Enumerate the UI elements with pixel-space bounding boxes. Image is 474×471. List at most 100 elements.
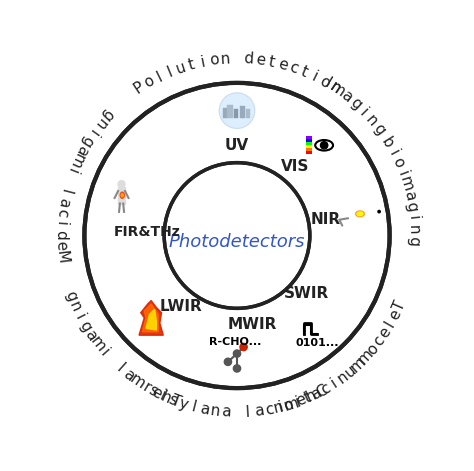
- Text: n: n: [327, 79, 343, 97]
- Text: m: m: [355, 346, 376, 367]
- Circle shape: [84, 83, 390, 388]
- Polygon shape: [143, 304, 158, 332]
- Text: l: l: [383, 318, 398, 330]
- Text: e: e: [294, 391, 309, 409]
- Text: e: e: [376, 325, 393, 341]
- Text: i: i: [328, 376, 340, 390]
- Text: n: n: [220, 51, 231, 67]
- Text: i: i: [157, 388, 168, 404]
- Ellipse shape: [121, 194, 123, 197]
- Bar: [228, 105, 233, 118]
- Text: R-CHO...: R-CHO...: [209, 337, 262, 347]
- Circle shape: [378, 211, 380, 213]
- Text: n: n: [334, 368, 351, 386]
- Text: m: m: [327, 80, 348, 100]
- Text: FIR&THz: FIR&THz: [113, 225, 180, 239]
- Ellipse shape: [357, 212, 363, 216]
- Circle shape: [219, 93, 255, 128]
- Text: t: t: [267, 54, 276, 70]
- Text: UV: UV: [225, 138, 249, 153]
- Text: n: n: [91, 115, 109, 132]
- Text: e: e: [254, 52, 265, 68]
- Bar: [306, 145, 312, 148]
- Ellipse shape: [120, 192, 124, 198]
- Circle shape: [164, 162, 310, 309]
- Text: c: c: [54, 208, 70, 218]
- Text: a: a: [198, 401, 210, 418]
- Text: m: m: [127, 371, 147, 392]
- Text: m: m: [87, 333, 108, 355]
- Text: g: g: [406, 236, 421, 246]
- Bar: [223, 108, 227, 118]
- Text: C: C: [313, 382, 329, 400]
- Text: a: a: [253, 403, 264, 419]
- Text: t: t: [301, 390, 313, 406]
- Text: l: l: [190, 399, 198, 415]
- Circle shape: [118, 181, 125, 187]
- Text: l: l: [246, 405, 251, 420]
- Text: i: i: [310, 69, 320, 84]
- Text: e: e: [53, 241, 68, 251]
- Polygon shape: [139, 300, 164, 335]
- Text: l: l: [113, 361, 127, 375]
- Text: MWIR: MWIR: [228, 317, 277, 332]
- Text: g: g: [76, 318, 94, 334]
- Text: i: i: [385, 147, 401, 158]
- Text: o: o: [390, 155, 407, 170]
- Ellipse shape: [315, 140, 333, 151]
- Text: i: i: [293, 394, 302, 409]
- Text: NIR: NIR: [311, 212, 341, 227]
- Text: g: g: [78, 133, 96, 149]
- Circle shape: [374, 201, 382, 209]
- Text: o: o: [209, 52, 219, 68]
- Text: LWIR: LWIR: [160, 299, 203, 314]
- Text: i: i: [357, 105, 371, 119]
- Text: m: m: [67, 151, 87, 171]
- Text: d: d: [53, 230, 68, 240]
- Text: I: I: [322, 76, 333, 91]
- Text: c: c: [287, 59, 300, 76]
- Text: m: m: [282, 395, 301, 414]
- Text: n: n: [406, 224, 421, 235]
- Bar: [306, 142, 312, 145]
- Text: n: n: [272, 399, 284, 416]
- Text: e: e: [276, 56, 289, 73]
- Text: o: o: [281, 397, 294, 414]
- Text: i: i: [65, 166, 80, 175]
- Bar: [234, 109, 238, 118]
- Bar: [306, 148, 312, 151]
- Text: m: m: [397, 175, 416, 194]
- Text: t: t: [187, 57, 196, 73]
- Text: g: g: [403, 201, 419, 212]
- Circle shape: [366, 204, 383, 220]
- Text: a: a: [55, 196, 72, 208]
- Text: g: g: [99, 106, 116, 124]
- Text: e: e: [148, 384, 164, 402]
- Text: i: i: [72, 311, 87, 322]
- Circle shape: [320, 142, 328, 149]
- Text: o: o: [317, 73, 333, 91]
- Text: s: s: [166, 392, 179, 409]
- Text: a: a: [73, 143, 91, 158]
- Text: n: n: [363, 112, 380, 129]
- Text: l: l: [58, 187, 73, 195]
- Text: i: i: [395, 169, 410, 178]
- Text: 0101...: 0101...: [295, 338, 339, 348]
- Text: M: M: [53, 249, 70, 264]
- Text: a: a: [338, 88, 355, 106]
- Text: m: m: [348, 354, 369, 375]
- Bar: [306, 137, 312, 139]
- Ellipse shape: [356, 211, 365, 217]
- Ellipse shape: [348, 206, 372, 221]
- Text: g: g: [346, 95, 364, 113]
- Bar: [306, 139, 312, 142]
- Text: u: u: [342, 362, 359, 380]
- Text: b: b: [378, 134, 396, 151]
- Text: l: l: [165, 64, 174, 80]
- Text: r: r: [140, 379, 153, 396]
- Text: h: h: [158, 389, 173, 406]
- Text: Photodetectors: Photodetectors: [169, 234, 305, 252]
- Text: T: T: [169, 393, 183, 410]
- Bar: [240, 106, 245, 118]
- Circle shape: [224, 358, 232, 365]
